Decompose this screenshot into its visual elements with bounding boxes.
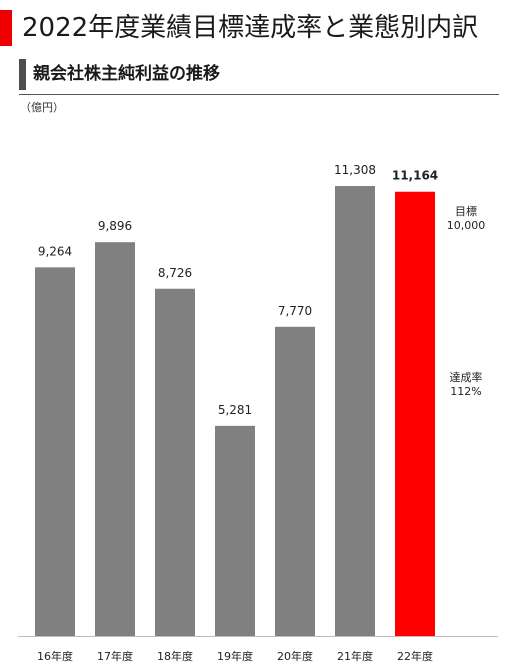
achievement-value: 112% [450,385,482,398]
x-tick-label: 16年度 [37,649,73,663]
value-label-16年度: 9,264 [38,244,72,258]
bar-19年度 [215,425,255,636]
bar-21年度 [335,186,375,636]
x-tick-label: 17年度 [97,649,133,663]
target-label: 目標 [455,205,477,218]
section-divider [19,94,499,95]
value-label-20年度: 7,770 [278,304,312,318]
x-tick-label: 22年度 [397,649,433,663]
x-tick-label: 18年度 [157,649,193,663]
bar-18年度 [155,288,195,636]
value-label-21年度: 11,308 [334,163,376,177]
page-title: 2022年度業績目標達成率と業態別内訳 [22,13,479,43]
value-label-22年度: 11,164 [392,169,438,183]
value-label-18年度: 8,726 [158,266,192,280]
section-marker [19,59,26,90]
achievement-label: 達成率 [449,371,483,384]
title-accent-bar [0,10,12,46]
bar-20年度 [275,326,315,636]
achievement-note: 達成率 112% [430,371,502,399]
target-note: 目標 10,000 [430,205,502,233]
unit-label: （億円） [20,101,64,114]
bar-17年度 [95,242,135,636]
x-tick-label: 19年度 [217,649,253,663]
x-tick-label: 21年度 [337,649,373,663]
target-value: 10,000 [446,219,486,232]
x-tick-label: 20年度 [277,649,313,663]
bar-16年度 [35,267,75,636]
bar-22年度 [395,191,435,636]
value-label-17年度: 9,896 [98,219,132,233]
section-title: 親会社株主純利益の推移 [33,64,220,84]
value-label-19年度: 5,281 [218,403,252,417]
